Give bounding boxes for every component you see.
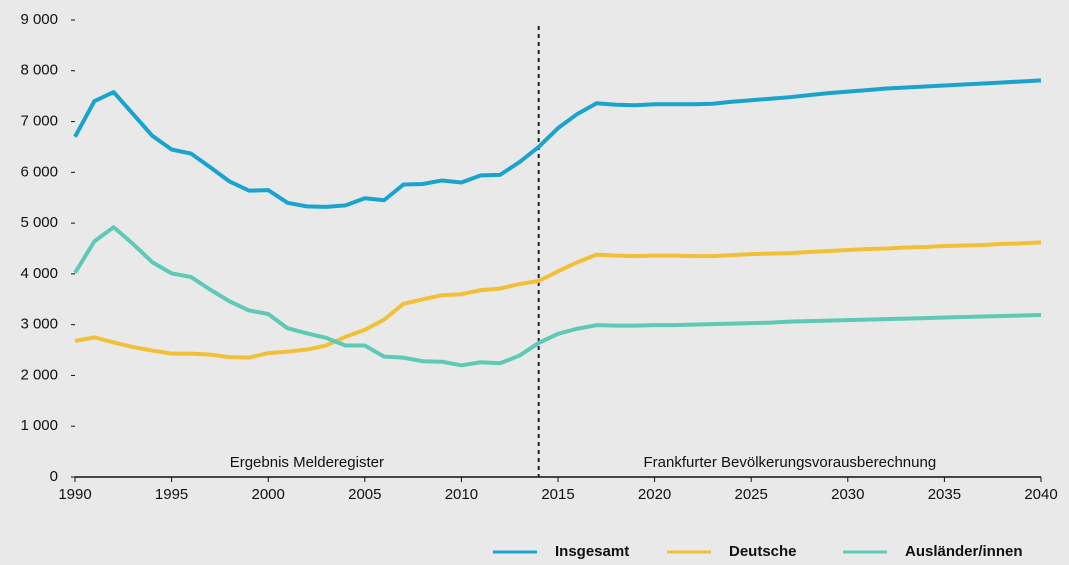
y-tick-label: 7 000 [20,113,58,130]
x-tick-label: 2015 [541,486,574,503]
annotation: Frankfurter Bevölkerungsvorausberechnung [644,454,937,471]
y-tick-label: 8 000 [20,62,58,79]
x-tick-label: 2035 [928,486,961,503]
legend-label: Insgesamt [555,543,629,560]
y-tick-label: 5 000 [20,214,58,231]
x-tick-label: 2020 [638,486,671,503]
x-tick-label: 2000 [252,486,285,503]
y-tick-label: 6 000 [20,163,58,180]
series-line [74,240,1042,360]
legend-label: Deutsche [729,543,797,560]
y-tick-label: 3 000 [20,316,58,333]
x-tick-label: 1990 [58,486,91,503]
annotation: Ergebnis Melderegister [230,454,384,471]
x-tick-label: 1995 [155,486,188,503]
series-line [73,78,1042,209]
y-tick-label: 0 [50,468,58,485]
x-tick-label: 2005 [348,486,381,503]
x-tick-label: 2040 [1024,486,1057,503]
y-tick-label: 4 000 [20,265,58,282]
series-line [73,225,1042,368]
y-tick-label: 1 000 [20,417,58,434]
x-tick-label: 2025 [735,486,768,503]
x-tick-label: 2030 [831,486,864,503]
y-tick-label: 2 000 [20,366,58,383]
legend-label: Ausländer/innen [905,543,1023,560]
y-tick-label: 9 000 [20,11,58,28]
x-tick-label: 2010 [445,486,478,503]
